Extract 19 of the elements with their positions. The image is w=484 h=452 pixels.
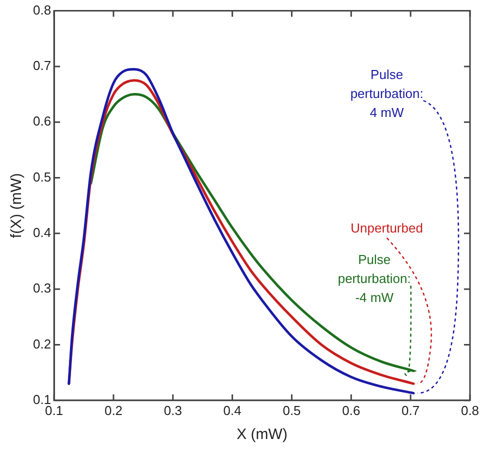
y-tick-label: 0.3	[32, 280, 52, 296]
y-tick-label: 0.2	[32, 336, 52, 352]
y-tick-label: 0.6	[32, 114, 52, 129]
x-axis-title: X (mW)	[236, 426, 288, 444]
y-tick-label: 0.4	[32, 225, 52, 240]
x-tick-label: 0.2	[104, 402, 123, 418]
x-tick-label: 0.8	[460, 402, 480, 418]
x-tick-label: 0.3	[164, 402, 182, 418]
x-tick-label: 0.4	[223, 402, 242, 418]
y-axis-title: f(X) (mW)	[8, 173, 26, 238]
y-tick-label: 0.5	[32, 169, 52, 184]
y-tick-label: 0.7	[32, 58, 52, 74]
x-tick-label: 0.5	[282, 402, 301, 418]
x-tick-label: 0.7	[402, 402, 420, 418]
text: Pulse perturbation: -4 mW	[338, 252, 411, 306]
text: Pulse perturbation: 4 mW	[350, 67, 424, 120]
x-tick-label: 0.6	[342, 402, 360, 418]
text: Unperturbed	[350, 220, 423, 236]
y-tick-label: 0.8	[32, 2, 52, 18]
